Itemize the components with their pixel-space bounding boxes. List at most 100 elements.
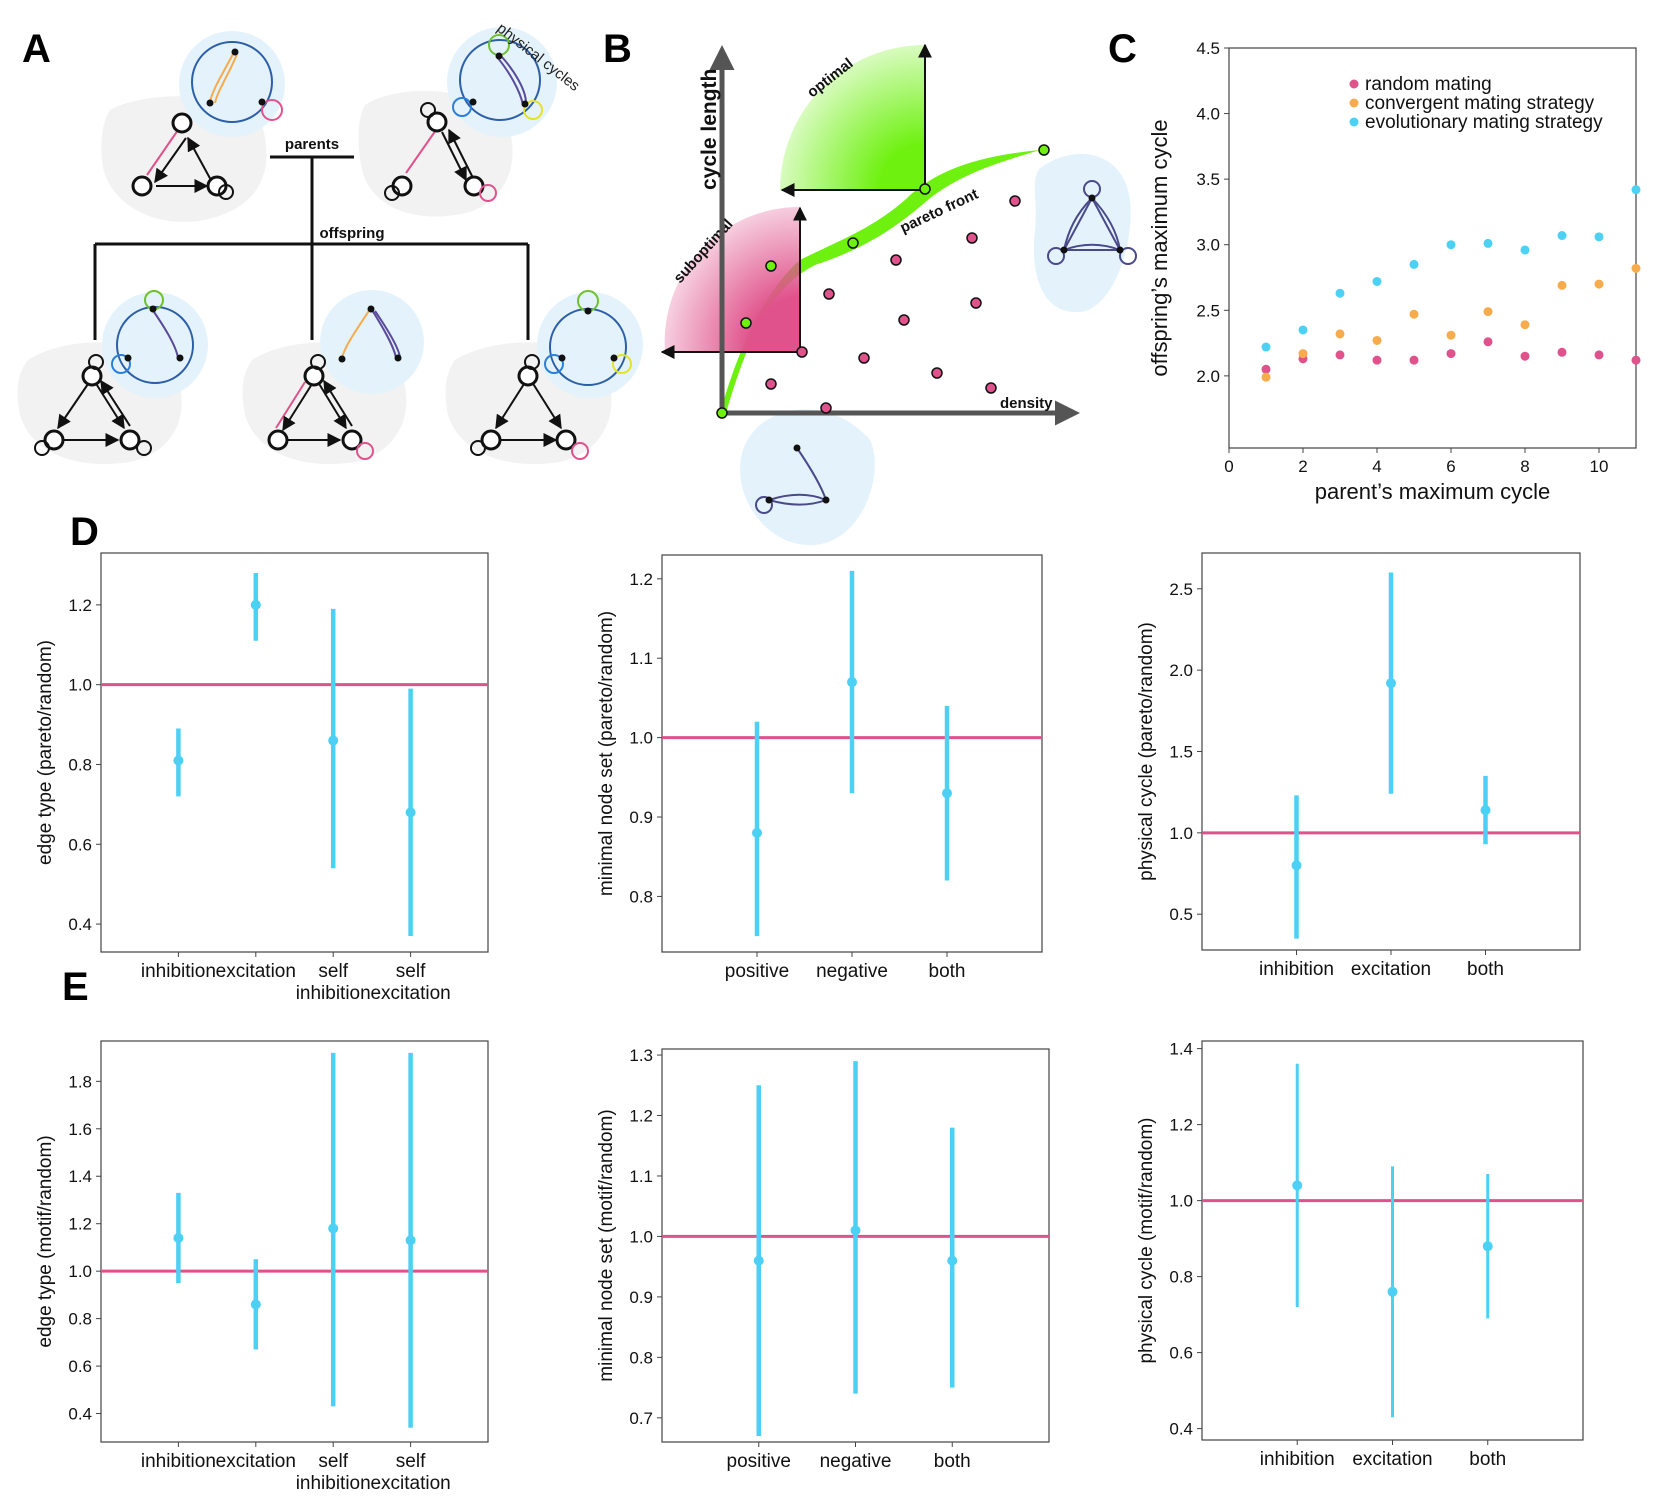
cycle-edge-purple — [371, 309, 397, 359]
data-point — [1261, 372, 1271, 382]
pareto-point — [740, 317, 752, 329]
inhibition-edge — [405, 129, 437, 174]
pareto-point — [1038, 144, 1050, 156]
data-point — [1298, 325, 1308, 335]
mean-point — [405, 807, 416, 818]
y-tick-label: 0.6 — [68, 1357, 92, 1376]
cycle-node — [558, 354, 566, 362]
x-axis-label: parent’s maximum cycle — [1315, 479, 1551, 504]
y-axis-label: minimal node set (pareto/random) — [596, 611, 617, 896]
self-loop — [34, 440, 50, 456]
y-tick-label: 1.0 — [629, 729, 653, 748]
network-node — [119, 429, 141, 451]
cycle-node — [231, 48, 239, 56]
cycle-inset-bg — [179, 31, 285, 137]
network-node — [131, 175, 153, 197]
panel-a-letter: A — [22, 27, 51, 71]
excitation-edge — [531, 381, 562, 430]
y-tick-label: 1.3 — [629, 1046, 653, 1065]
data-point — [1409, 309, 1419, 319]
plot-frame — [100, 1040, 489, 1443]
self-loop-blue — [111, 354, 131, 374]
mean-point — [328, 735, 339, 746]
mean-point — [847, 677, 857, 688]
cycle-edge-purple — [151, 308, 179, 359]
cycle-inset-bg — [320, 290, 424, 394]
y-axis-label: offspring’s maximum cycle — [1147, 119, 1172, 376]
network-node — [555, 429, 577, 451]
self-loop-pink — [261, 99, 283, 121]
chart-e1: 0.4 0.6 0.8 1.0 1.2 1.4 1.6 1.8 inhibition excita… — [35, 1040, 489, 1494]
network-point — [820, 402, 832, 414]
data-point — [1261, 364, 1271, 374]
self-loop — [218, 184, 234, 200]
sparse-motif — [755, 444, 830, 514]
data-point — [1446, 349, 1456, 359]
data-point — [1483, 337, 1493, 347]
mean-point — [328, 1223, 339, 1234]
network-node — [341, 429, 363, 451]
legend-marker — [1349, 79, 1359, 89]
y-tick-label: 1.2 — [629, 570, 653, 589]
y-tick-label: 1.2 — [68, 596, 92, 615]
data-point — [1372, 335, 1382, 345]
charts: 0 2 4 6 8 10 2.0 2.5 3.0 3.5 4.0 4.5 parent’s maximu… — [35, 39, 1641, 1494]
mean-point — [942, 788, 952, 799]
mean-point — [1480, 805, 1491, 816]
mean-point — [753, 1255, 764, 1266]
x-tick-label: negative — [820, 1451, 892, 1472]
x-tick-label: self inhibition — [296, 961, 371, 1004]
data-point — [1520, 320, 1530, 330]
excitation-edge — [94, 381, 125, 430]
x-tick-label: inhibition — [141, 961, 216, 982]
inhibition-edge — [146, 129, 179, 176]
mean-point — [1482, 1241, 1493, 1252]
network-node — [517, 365, 539, 387]
plot-frame — [1228, 47, 1637, 449]
network-node — [43, 429, 65, 451]
y-tick-label: 0.4 — [68, 915, 92, 934]
y-axis-label: minimal node set (motif/random) — [596, 1109, 617, 1381]
cycle-edge-purple — [500, 55, 527, 104]
cycle-length-label: cycle length — [698, 69, 721, 190]
self-loop-blue — [452, 97, 472, 117]
x-tick-label: 4 — [1372, 457, 1381, 476]
excitation-edge — [282, 383, 313, 432]
panel-a: A parents offspring — [17, 20, 643, 465]
chart-d3: 0.5 1.0 1.5 2.0 2.5 inhibition excitation both p… — [1136, 552, 1581, 980]
network-node — [426, 111, 448, 133]
pareto-point — [716, 407, 728, 419]
series-random-mating — [1261, 337, 1641, 374]
data-point — [1594, 232, 1604, 242]
cycle-inset-bg — [447, 27, 557, 137]
mean-point — [173, 1232, 184, 1243]
panel-e-letter: E — [62, 965, 89, 1009]
panel-d-letter: D — [70, 510, 99, 554]
cycle-node — [394, 354, 402, 362]
x-tick-label: both — [1469, 1449, 1506, 1470]
network-point — [890, 254, 902, 266]
excitation-edge — [100, 379, 131, 427]
network-point — [823, 288, 835, 300]
y-tick-label: 0.8 — [1169, 1268, 1193, 1287]
x-tick-label: excitation — [1351, 959, 1431, 980]
self-loop — [88, 354, 104, 370]
y-tick-label: 1.0 — [68, 676, 92, 695]
mean-point — [405, 1235, 416, 1246]
data-point — [1631, 355, 1641, 365]
self-loop — [310, 354, 326, 370]
y-tick-label: 2.0 — [1196, 367, 1220, 386]
chart-e3: 0.4 0.6 0.8 1.0 1.2 1.4 inhibition excitation bo… — [1136, 1040, 1584, 1470]
y-tick-label: 2.5 — [1196, 301, 1220, 320]
network-point — [765, 378, 777, 390]
y-tick-label: 1.2 — [68, 1215, 92, 1234]
mean-point — [1386, 678, 1396, 689]
legend-label: evolutionary mating strategy — [1365, 112, 1603, 133]
offspring-2-network — [242, 290, 424, 465]
network-node — [303, 365, 325, 387]
data-point — [1335, 350, 1345, 360]
legend-marker — [1349, 98, 1359, 108]
y-tick-label: 0.8 — [629, 1348, 653, 1367]
legend-label: convergent mating strategy — [1365, 93, 1595, 114]
cycle-node — [338, 355, 346, 363]
